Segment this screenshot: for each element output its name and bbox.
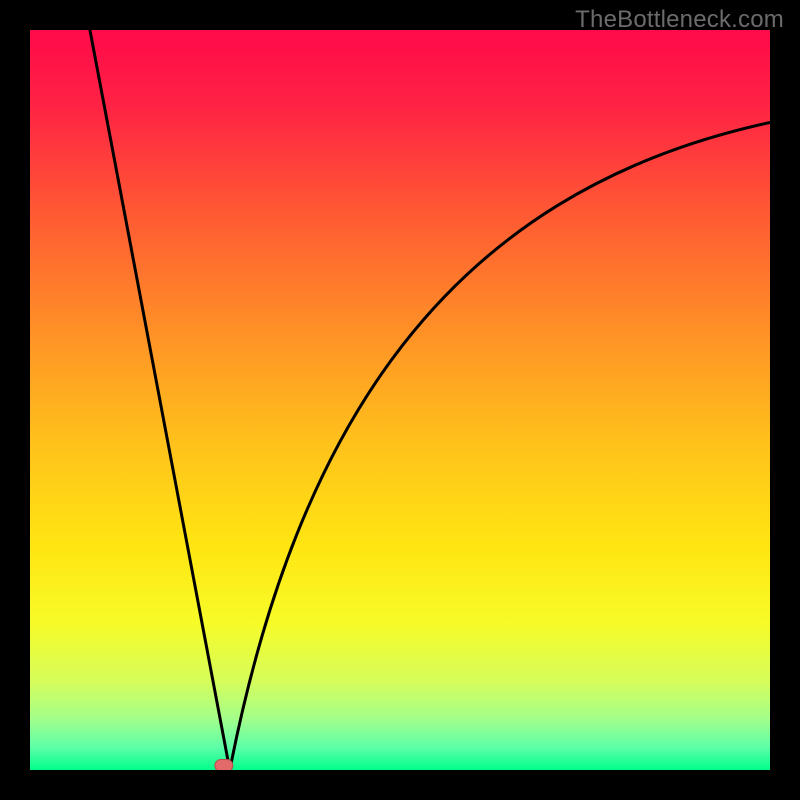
plot-area (30, 30, 770, 770)
chart-container: TheBottleneck.com (0, 0, 800, 800)
watermark-text: TheBottleneck.com (575, 6, 784, 34)
gradient-background (30, 30, 770, 770)
optimum-marker (215, 760, 233, 770)
chart-svg (30, 30, 770, 770)
